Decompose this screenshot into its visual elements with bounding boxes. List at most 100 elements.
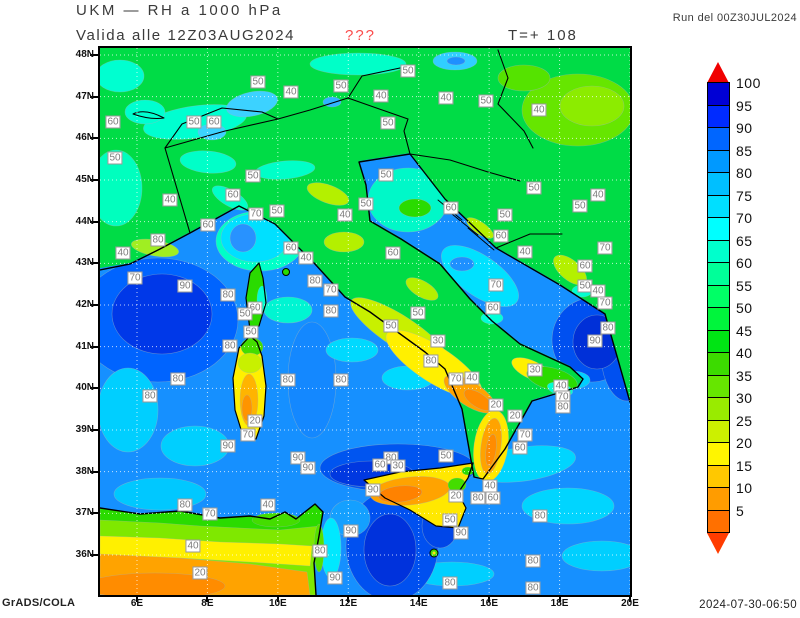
colorbar-box (707, 127, 730, 151)
colorbar-box (707, 239, 730, 263)
colorbar-box (707, 172, 730, 196)
lat-tick (90, 512, 99, 515)
contour-label: 80 (442, 576, 458, 590)
contour-label: 80 (150, 233, 166, 247)
contour-label: 60 (577, 259, 593, 273)
colorbar-value-label: 55 (736, 277, 753, 294)
contour-label: 80 (170, 372, 186, 386)
colorbar-box (707, 217, 730, 241)
colorbar-value-label: 60 (736, 255, 753, 271)
colorbar-value-label: 20 (736, 435, 753, 451)
lon-tick-label: 18E (550, 598, 569, 609)
lat-tick-label: 43N (75, 257, 94, 269)
contour-label: 50 (237, 307, 253, 321)
contour-label: 90 (177, 279, 193, 293)
colorbar-box (707, 374, 730, 398)
colorbar-box (707, 464, 730, 488)
colorbar: 100 95 90 85 80 75 70 65 60 55 50 45 40 35 30 25 20 15 10 5 (707, 62, 760, 554)
lat-tick (90, 54, 99, 56)
contour-label: 70 (597, 241, 613, 255)
contour-label: 90 (453, 526, 469, 540)
lat-tick-label: 42N (75, 298, 94, 310)
contour-label: 80 (423, 354, 439, 368)
contour-label: 20 (488, 398, 504, 412)
contour-label: 90 (343, 524, 359, 538)
lat-tick (90, 428, 99, 431)
contour-label: 90 (220, 439, 236, 453)
contour-label: 80 (307, 274, 323, 288)
contour-label: 60 (512, 441, 528, 455)
contour-label: 40 (185, 539, 201, 553)
lon-tick (347, 595, 350, 602)
contour-label: 40 (283, 85, 299, 99)
contour-label: 70 (127, 271, 143, 285)
contour-label: 50 (572, 199, 588, 213)
contour-label: 20 (247, 414, 263, 428)
creation-timestamp: 2024-07-30-06:50 (699, 599, 797, 611)
colorbar-value-label: 45 (736, 322, 753, 339)
contour-label: 50 (269, 204, 285, 218)
lon-tick (628, 595, 631, 602)
contour-label: 60 (283, 241, 299, 255)
contour-label: 60 (485, 491, 501, 505)
contour-label: 50 (107, 151, 123, 165)
contour-label: 40 (590, 284, 606, 298)
contour-label: 80 (525, 554, 541, 568)
contour-label: 80 (323, 304, 339, 318)
lat-tick-label: 38N (75, 465, 94, 477)
contour-label: 50 (577, 279, 593, 293)
lon-tick-label: 20E (621, 598, 639, 609)
lat-tick (90, 470, 99, 473)
contour-label: 40 (260, 498, 276, 512)
colorbar-box (707, 194, 730, 218)
lon-tick (488, 595, 491, 602)
contour-label: 50 (186, 115, 202, 129)
lat-tick-label: 48N (75, 49, 94, 60)
contour-label: 50 (378, 168, 394, 182)
colorbar-box (707, 284, 730, 308)
colorbar-value-label: 25 (736, 412, 753, 429)
colorbar-box (707, 442, 730, 466)
contour-label: 80 (220, 288, 236, 302)
contour-label: 50 (358, 197, 374, 211)
lon-tick (276, 595, 279, 602)
contour-label: 50 (245, 169, 261, 183)
contour-label: 80 (333, 373, 349, 387)
contour-label: 70 (448, 372, 464, 386)
contour-label: 50 (380, 116, 396, 130)
contour-label: 60 (485, 301, 501, 315)
contour-label: 40 (337, 208, 353, 222)
lat-tick (90, 95, 99, 98)
lon-tick (136, 595, 138, 602)
contour-label: 40 (162, 193, 178, 207)
lon-tick-label: 16E (480, 598, 499, 609)
contour-label: 60 (105, 115, 121, 129)
colorbar-value-label: 100 (736, 75, 761, 91)
lat-tick (90, 553, 99, 556)
colorbar-box (707, 329, 730, 353)
lat-tick (90, 262, 99, 265)
contour-label: 40 (531, 103, 547, 117)
coast-elba (282, 268, 290, 276)
contour-label: 60 (443, 201, 459, 215)
coast-malta (429, 548, 439, 558)
lat-tick (90, 178, 99, 181)
lon-tick-label: 6E (130, 598, 144, 609)
contour-label: 60 (206, 115, 222, 129)
contour-label: 30 (390, 459, 406, 473)
lon-tick (206, 595, 209, 602)
lon-tick-label: 12E (339, 598, 358, 609)
lat-tick-label: 40N (75, 382, 94, 394)
lat-tick (90, 303, 99, 306)
contour-label: 40 (298, 251, 314, 265)
contour-label: 90 (327, 571, 343, 585)
colorbar-box (707, 82, 730, 106)
colorbar-box (707, 307, 730, 331)
lon-tick (417, 595, 420, 602)
contour-label: 60 (225, 188, 241, 202)
colorbar-box (707, 262, 730, 286)
run-label: Run del 00Z30JUL2024 (672, 12, 797, 24)
contour-label: 20 (192, 566, 208, 580)
contour-label: 70 (323, 283, 339, 297)
